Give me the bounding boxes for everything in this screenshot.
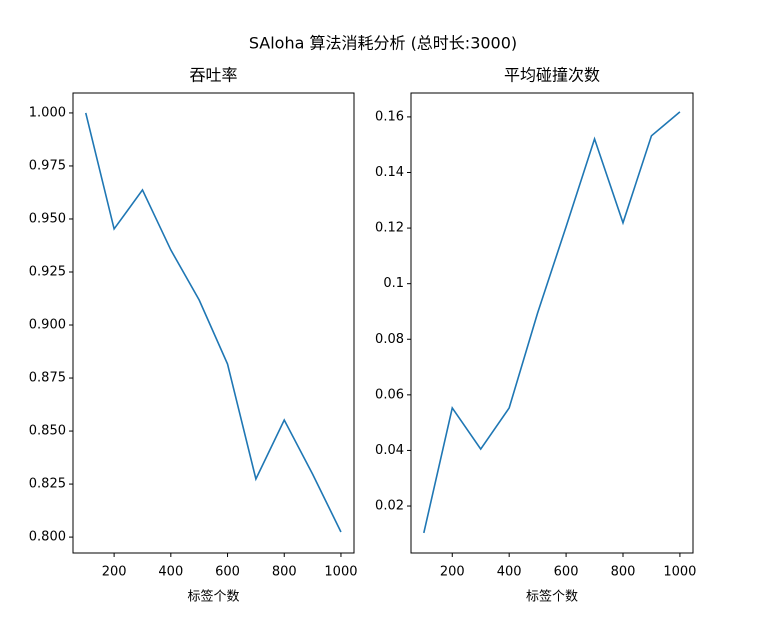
y-tick-label: 0.14: [375, 165, 404, 180]
y-tick-label: 0.900: [29, 318, 66, 333]
subplot-title: 吞吐率: [189, 66, 237, 85]
subplot-title: 平均碰撞次数: [504, 66, 600, 85]
y-tick-label: 0.800: [29, 530, 66, 545]
x-tick-label: 600: [554, 565, 579, 580]
x-tick-label: 400: [497, 565, 522, 580]
x-axis-label: 标签个数: [187, 589, 239, 605]
x-tick-label: 1000: [324, 565, 357, 580]
figure-title: SAloha 算法消耗分析 (总时长:3000): [249, 34, 517, 53]
y-tick-label: 0.16: [375, 109, 404, 124]
axes-frame: [410, 92, 694, 554]
y-tick-label: 0.06: [375, 387, 404, 402]
y-tick-label: 0.925: [29, 264, 66, 279]
y-tick-label: 0.04: [375, 443, 404, 458]
line-series: [84, 112, 342, 533]
y-tick-label: 0.875: [29, 371, 66, 386]
y-tick-label: 0.12: [375, 221, 404, 236]
axes-frame: [72, 92, 355, 554]
x-tick-label: 200: [102, 565, 127, 580]
x-tick-label: 200: [440, 565, 465, 580]
y-tick-label: 0.08: [375, 332, 404, 347]
y-tick-label: 0.1: [383, 276, 404, 291]
x-tick-label: 400: [158, 565, 183, 580]
x-tick-label: 600: [215, 565, 240, 580]
x-tick-label: 800: [611, 565, 636, 580]
x-tick-label: 1000: [663, 565, 696, 580]
y-tick-label: 0.950: [29, 211, 66, 226]
x-axis-label: 标签个数: [526, 589, 578, 605]
line-series: [423, 111, 681, 534]
y-tick-label: 0.02: [375, 499, 404, 514]
y-tick-label: 0.975: [29, 158, 66, 173]
x-tick-label: 800: [272, 565, 297, 580]
y-tick-label: 0.825: [29, 477, 66, 492]
y-tick-label: 0.850: [29, 424, 66, 439]
y-tick-label: 1.000: [29, 105, 66, 120]
